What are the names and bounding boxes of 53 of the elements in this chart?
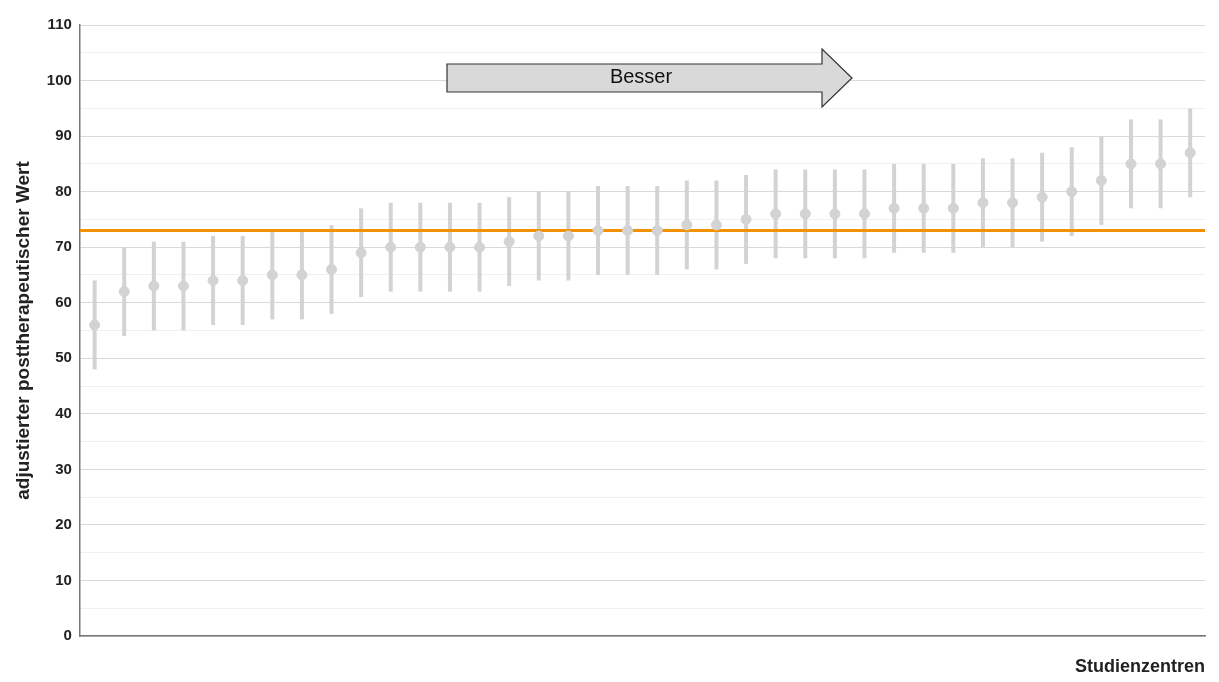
point bbox=[148, 280, 160, 292]
point bbox=[474, 241, 486, 253]
point bbox=[503, 236, 515, 248]
point bbox=[1184, 147, 1196, 159]
y-tick-label: 20 bbox=[55, 515, 72, 533]
point bbox=[385, 241, 397, 253]
point bbox=[1036, 191, 1048, 203]
y-tick-label: 0 bbox=[63, 626, 72, 644]
point bbox=[533, 230, 545, 242]
point bbox=[947, 202, 959, 214]
point bbox=[444, 241, 456, 253]
y-tick-label: 80 bbox=[55, 181, 72, 199]
y-tick-label: 10 bbox=[55, 570, 72, 588]
y-tick-label: 50 bbox=[55, 348, 72, 366]
point bbox=[592, 225, 604, 237]
point bbox=[177, 280, 189, 292]
point bbox=[355, 247, 367, 259]
point bbox=[1095, 175, 1107, 187]
y-tick-label: 100 bbox=[46, 70, 72, 88]
point bbox=[740, 213, 752, 225]
point bbox=[799, 208, 811, 220]
point bbox=[562, 230, 574, 242]
point bbox=[1007, 197, 1019, 209]
point bbox=[296, 269, 308, 281]
point bbox=[1066, 186, 1078, 198]
point bbox=[651, 225, 663, 237]
point bbox=[237, 275, 249, 287]
point bbox=[770, 208, 782, 220]
point bbox=[326, 263, 338, 275]
point bbox=[710, 219, 722, 231]
point bbox=[829, 208, 841, 220]
y-tick-label: 30 bbox=[55, 459, 72, 477]
annotation: Besser bbox=[608, 65, 674, 88]
point bbox=[207, 275, 219, 287]
point bbox=[266, 269, 278, 281]
point bbox=[1125, 158, 1137, 170]
point bbox=[89, 319, 101, 331]
y-tick-label: 40 bbox=[55, 403, 72, 421]
y-tick-label: 70 bbox=[55, 237, 72, 255]
point bbox=[414, 241, 426, 253]
point bbox=[858, 208, 870, 220]
x-axis-title: Studienzentren bbox=[1074, 656, 1205, 677]
y-tick-label: 110 bbox=[47, 15, 72, 33]
point bbox=[681, 219, 693, 231]
point bbox=[622, 225, 634, 237]
y-tick-label: 90 bbox=[55, 126, 72, 144]
point bbox=[1155, 158, 1167, 170]
point bbox=[118, 286, 130, 298]
point bbox=[918, 202, 930, 214]
point bbox=[977, 197, 989, 209]
point bbox=[888, 202, 900, 214]
y-tick-label: 60 bbox=[55, 292, 72, 310]
y-axis-title: adjustierter posttherapeutischer Wert bbox=[11, 160, 33, 500]
